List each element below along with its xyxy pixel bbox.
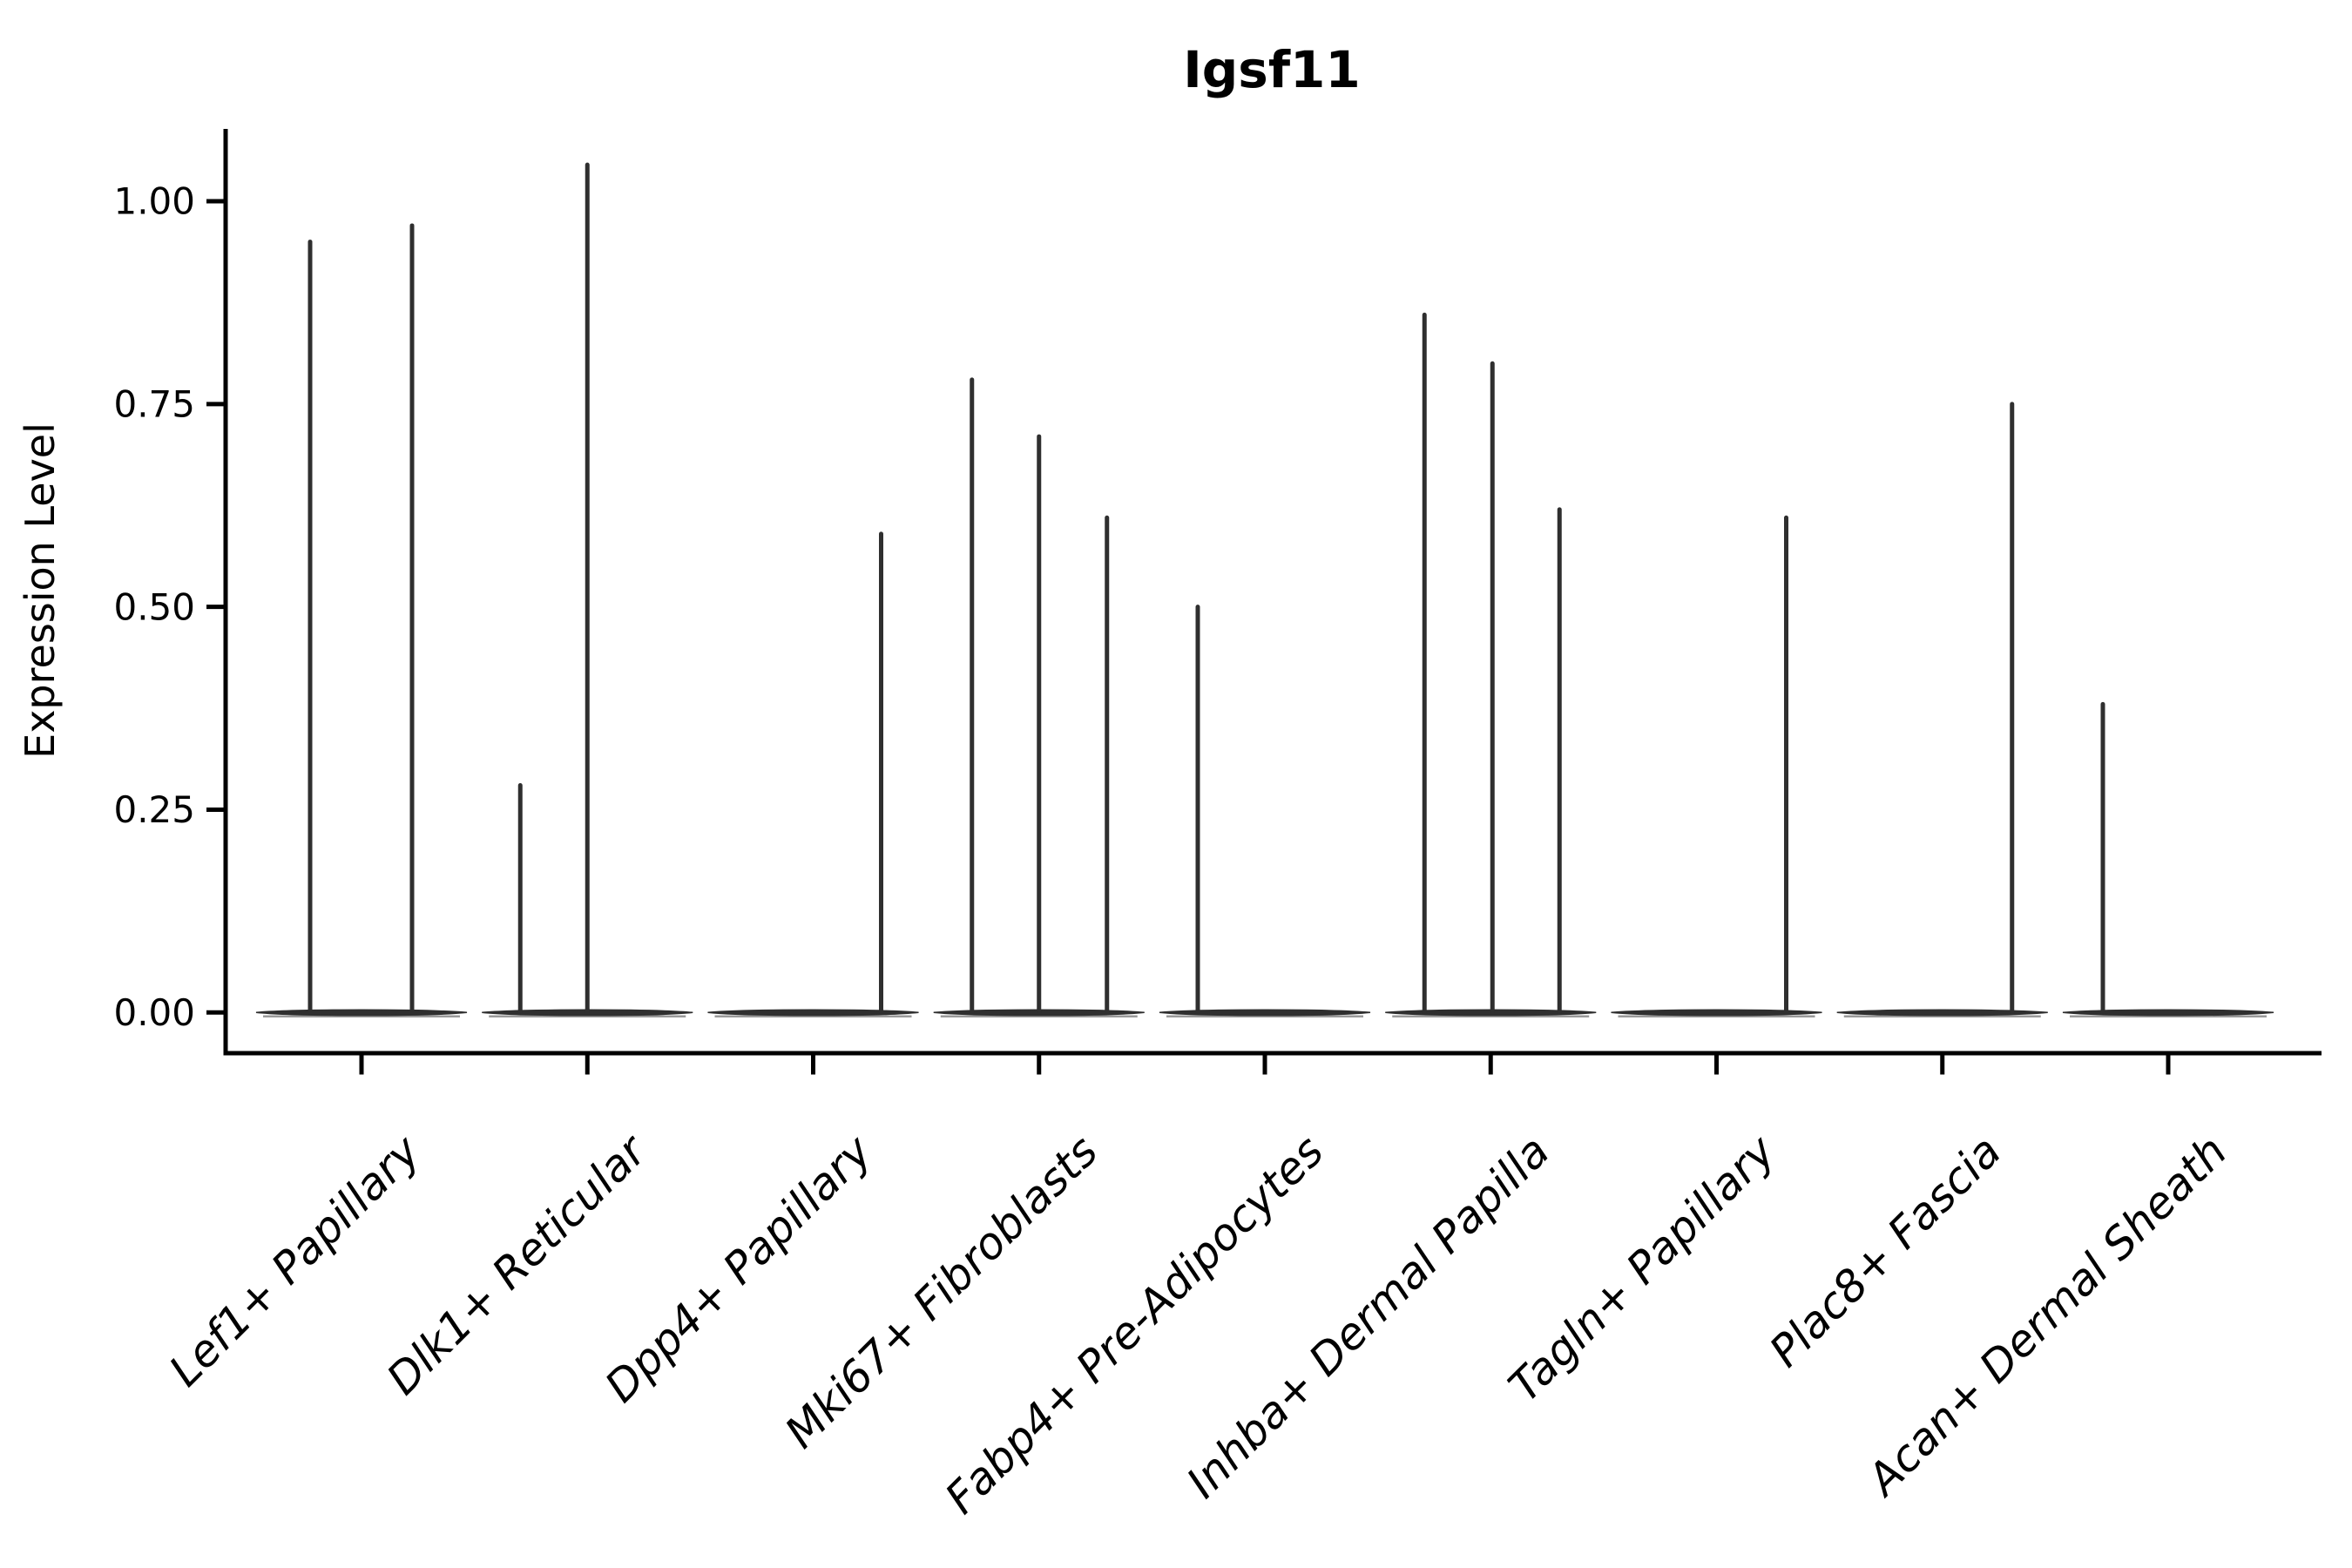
violin-baseline — [1836, 1009, 2048, 1017]
violin — [255, 223, 468, 1018]
y-tick-label: 0.75 — [113, 383, 195, 426]
violin-baseline — [1159, 1009, 1371, 1017]
x-tick-label: Plac8+ Fascia — [1760, 1125, 2011, 1376]
violin — [1611, 515, 1822, 1018]
y-tick-label: 0.50 — [113, 585, 195, 628]
chart-title: Igsf11 — [1183, 40, 1361, 99]
y-tick-label: 0.00 — [113, 991, 195, 1034]
y-tick-label: 0.25 — [113, 788, 195, 831]
violin — [482, 162, 693, 1018]
x-tick-label: Inhba+ Dermal Papilla — [1177, 1125, 1558, 1507]
violin-baseline — [707, 1009, 919, 1017]
x-tick-label: Acan+ Dermal Sheath — [1856, 1125, 2237, 1506]
violin — [707, 531, 919, 1018]
violin-baseline — [1611, 1009, 1822, 1017]
violin — [933, 377, 1145, 1018]
violins-layer — [255, 162, 2274, 1018]
violin-baseline — [2062, 1009, 2274, 1017]
violin — [2062, 701, 2274, 1018]
violin — [1159, 605, 1371, 1018]
violin — [1385, 312, 1597, 1018]
violin-baseline — [255, 1009, 468, 1017]
violin — [1836, 402, 2048, 1018]
y-tick-label: 1.00 — [113, 180, 195, 223]
x-tick-label: Fabp4+ Pre-Adipocytes — [936, 1125, 1334, 1524]
y-axis-label: Expression Level — [17, 422, 64, 759]
